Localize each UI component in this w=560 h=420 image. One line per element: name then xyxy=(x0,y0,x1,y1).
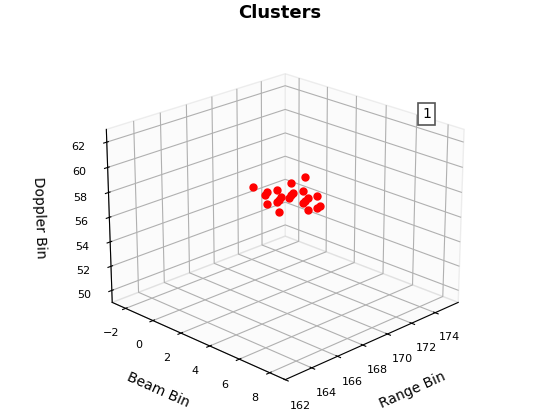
Text: 1: 1 xyxy=(422,108,431,121)
Title: Clusters: Clusters xyxy=(239,4,321,22)
Y-axis label: Beam Bin: Beam Bin xyxy=(125,370,192,410)
X-axis label: Range Bin: Range Bin xyxy=(377,369,447,411)
